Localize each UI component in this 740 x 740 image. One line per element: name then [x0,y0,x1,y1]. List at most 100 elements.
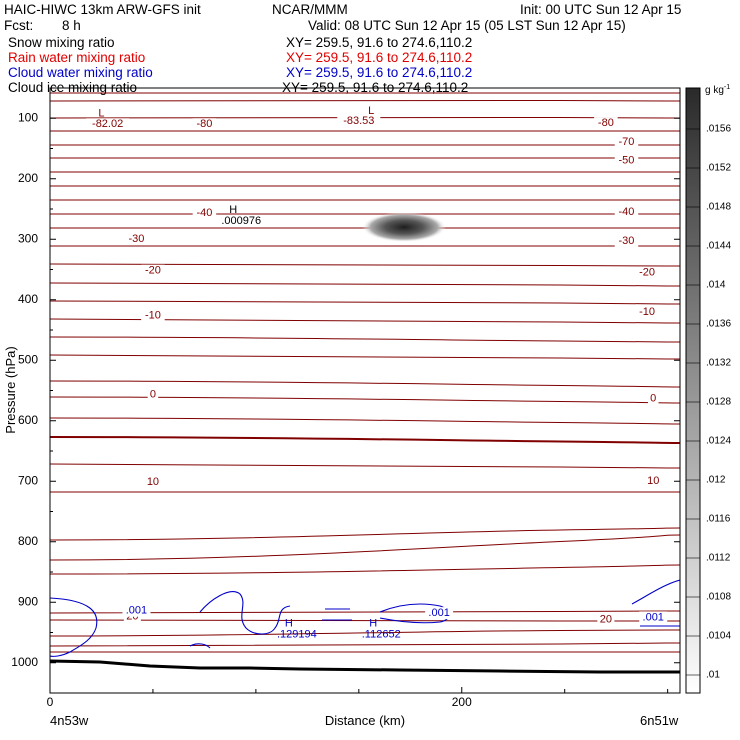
temperature-label-bg [597,613,615,626]
x-axis-title: Distance (km) [325,713,405,728]
extremum-symbol: L [98,107,104,119]
colorbar-tick-label: .0128 [706,397,731,408]
isotherm-line [50,629,680,637]
temperature-label: -30 [619,235,635,247]
isotherm-line [50,354,680,360]
temperature-label-bg [614,235,639,248]
colorbar-tick-label: .0124 [706,436,731,447]
temperature-label-bg [147,388,159,401]
extremum-symbol: H [369,617,377,629]
temperature-label: -40 [196,207,212,219]
isotherm-line [50,99,680,102]
temperature-label-bg [635,266,659,279]
colorbar-tick-label: .0156 [706,124,731,135]
isotherm-line [50,263,680,267]
isotherm-line [50,436,680,444]
temperature-label-bg [124,233,149,246]
header-fcst-value: 8 h [62,18,81,33]
y-tick-label: 500 [18,352,38,366]
colorbar [685,87,701,694]
extremum-symbol: L [368,105,374,117]
isotherm-line [50,396,680,404]
field-cloudwater-xy: XY= 259.5, 91.6 to 274.6,110.2 [286,65,473,80]
isotherm-line [50,527,680,541]
cloud-water-contour [631,579,680,605]
temperature-label-bg [614,135,639,148]
temperature-label: -80 [196,118,212,130]
cloud-water-label: .001 [126,605,147,617]
x-right-location: 6n51w [640,713,679,728]
cloud-water-contour [322,608,352,621]
x-left-location: 4n53w [50,713,89,728]
y-tick-label: 900 [18,594,38,608]
colorbar-tick-label: .0152 [706,163,731,174]
extremum-value: .112652 [362,628,401,640]
colorbar-tick-label: .0136 [706,319,731,330]
isotherm-line [50,282,680,287]
colorbar-tick-label: .0148 [706,202,731,213]
y-tick-label: 100 [18,110,38,124]
temperature-label-bg [594,117,618,130]
cloud-water-label: .001 [643,611,664,623]
temperature-label: 10 [147,476,159,488]
temperature-label: -40 [619,206,635,218]
temperature-contours [50,92,680,653]
cloud-water-label-bg [122,604,151,617]
x-tick-label: 200 [452,695,472,709]
y-tick-label: 700 [18,473,38,487]
cloud-water-contour [189,643,211,649]
isotherm-line [50,642,680,647]
temperature-label-bg [337,115,381,128]
isotherm-line [50,380,680,388]
temperature-label: 10 [647,475,659,487]
cloud-water-label: .001 [428,607,449,619]
field-rain-name: Rain water mixing ratio [8,50,146,65]
field-snow-xy: XY= 259.5, 91.6 to 274.6,110.2 [286,35,473,50]
temperature-label-bg [86,118,130,131]
y-tick-label: 400 [18,292,38,306]
colorbar-tick-label: .0144 [706,241,731,252]
temperature-label: -20 [145,265,161,277]
y-tick-label: 800 [18,534,38,548]
isotherm-line [50,417,680,425]
colorbar-tick-label: .01 [706,670,720,681]
colorbar-tick-label: .0112 [706,553,731,564]
temperature-label: -10 [639,306,655,318]
temperature-label: -50 [619,155,635,167]
temperature-label: -20 [639,266,655,278]
temperature-label-bg [192,118,217,131]
colorbar-tick-label: .0132 [706,358,731,369]
cloud-water-label-bg [425,607,454,620]
terrain-line [49,659,680,674]
header-valid: Valid: 08 UTC Sun 12 Apr 15 (05 LST Sun … [308,18,626,33]
isotherm-line [50,619,680,622]
colorbar-unit: g kg-1 [705,84,730,96]
field-cloudwater-name: Cloud water mixing ratio [8,65,153,80]
x-tick-label: 0 [47,695,54,709]
isotherm-line [50,463,680,469]
isotherm-line [50,534,680,561]
temperature-label-bg [141,264,165,277]
header-org: NCAR/MMM [272,2,348,17]
colorbar-tick-label: .014 [706,280,726,291]
temperature-label-bg [144,475,162,488]
cloud-water-contour [50,597,98,657]
plot-frame [49,87,681,694]
temperature-label: 0 [650,392,656,404]
temperature-label: 20 [600,614,612,626]
temperature-label-bg [644,475,662,488]
colorbar-tick-label: .0116 [706,514,731,525]
y-tick-label: 600 [18,413,38,427]
isotherm-line [50,610,680,614]
cloud-water-label-bg [639,611,668,624]
colorbar-tick-label: .012 [706,475,726,486]
isotherm-line [50,564,680,575]
header-title: HAIC-HIWC 13km ARW-GFS init [4,2,201,17]
temperature-label: -82.02 [92,118,123,130]
y-tick-label: 1000 [11,655,38,669]
header-init: Init: 00 UTC Sun 12 Apr 15 [520,2,682,17]
y-tick-label: 300 [18,231,38,245]
field-rain-xy: XY= 259.5, 91.6 to 274.6,110.2 [286,50,473,65]
temperature-label-bg [647,392,659,405]
